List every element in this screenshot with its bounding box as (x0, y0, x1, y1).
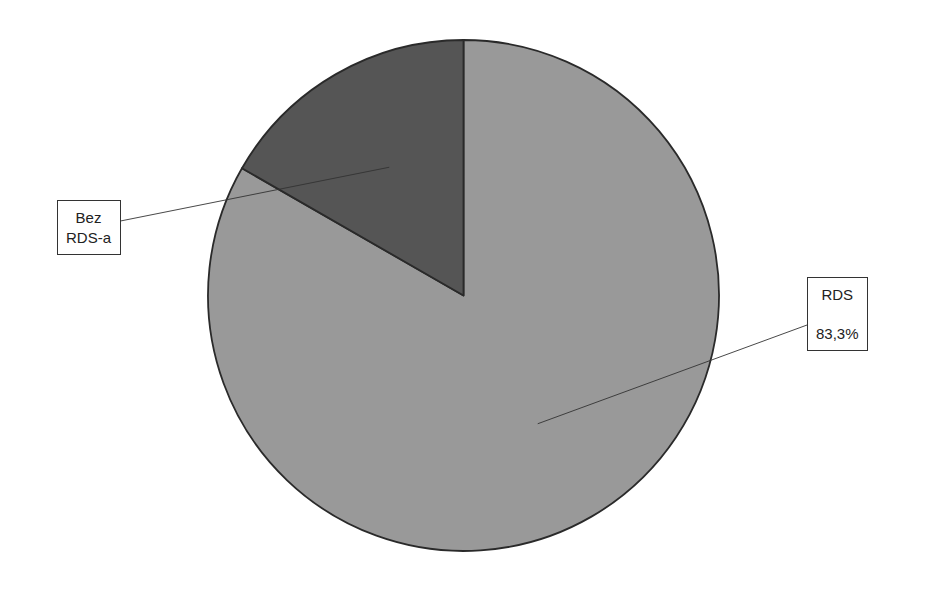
svg-text:RDS83,3%: RDS83,3% (816, 286, 859, 342)
svg-text:BezRDS-a: BezRDS-a (66, 209, 112, 246)
